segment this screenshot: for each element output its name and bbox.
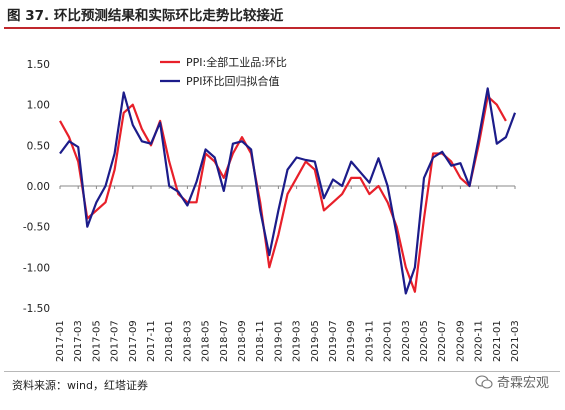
y-axis: 1.50 1.00 0.50 0.00 -0.50 -1.00 -1.50 [23,59,50,315]
footer-divider [4,371,560,372]
source-note: 资料来源：wind，红塔证券 [12,379,149,392]
x-tick-label: 2018-09 [237,320,248,362]
x-tick-label: 2019-01 [273,320,284,362]
y-tick-label: -1.50 [23,303,50,315]
x-tick-label: 2019-07 [328,320,339,362]
legend: PPI:全部工业品:环比 PPI环比回归拟合值 [160,55,287,88]
x-tick-label: 2019-11 [364,320,375,362]
x-tick-label: 2020-03 [401,320,412,362]
figure-title: 图 37. 环比预测结果和实际环比走势比较接近 [7,8,284,24]
x-tick-label: 2018-01 [164,320,175,362]
x-tick-label: 2020-01 [383,320,394,362]
x-tick-label: 2018-03 [182,320,193,362]
x-tick-label: 2017-11 [146,320,157,362]
watermark: 奇霖宏观 [475,372,549,391]
y-tick-label: 1.50 [27,59,50,71]
x-tick-label: 2021-03 [510,320,521,362]
x-tick-label: 2017-09 [128,320,139,362]
x-axis: 2017-01 2017-03 2017-05 2017-07 2017-09 2017-… [55,185,521,362]
wechat-icon [475,374,493,389]
x-tick-label: 2019-05 [310,320,321,362]
x-tick-label: 2017-07 [110,320,121,362]
x-tick-label: 2018-05 [201,320,212,362]
x-tick-label: 2018-11 [255,320,266,362]
x-tick-label: 2019-09 [346,320,357,362]
x-tick-label: 2020-11 [474,320,485,362]
title-divider [4,27,560,29]
legend-label-red: PPI:全部工业品:环比 [186,55,287,69]
x-tick-label: 2020-05 [419,320,430,362]
x-tick-label: 2018-07 [219,320,230,362]
y-tick-label: 1.00 [27,100,50,112]
x-tick-label: 2019-03 [292,320,303,362]
x-tick-label: 2021-01 [492,320,503,362]
series-line-ppi-fitted [59,87,517,295]
y-tick-label: 0.50 [27,140,50,152]
watermark-text: 奇霖宏观 [496,376,549,391]
series-line-ppi-actual [59,95,507,293]
x-tick-label: 2020-07 [437,320,448,362]
x-tick-label: 2017-01 [55,320,66,362]
series-lines [59,87,517,295]
y-tick-label: 0.00 [27,181,50,193]
y-tick-label: -1.00 [23,262,50,274]
x-tick-label: 2017-03 [73,320,84,362]
y-tick-label: -0.50 [23,222,50,234]
x-tick-label: 2017-05 [91,320,102,362]
legend-label-blue: PPI环比回归拟合值 [186,74,280,88]
x-tick-label: 2020-09 [455,320,466,362]
